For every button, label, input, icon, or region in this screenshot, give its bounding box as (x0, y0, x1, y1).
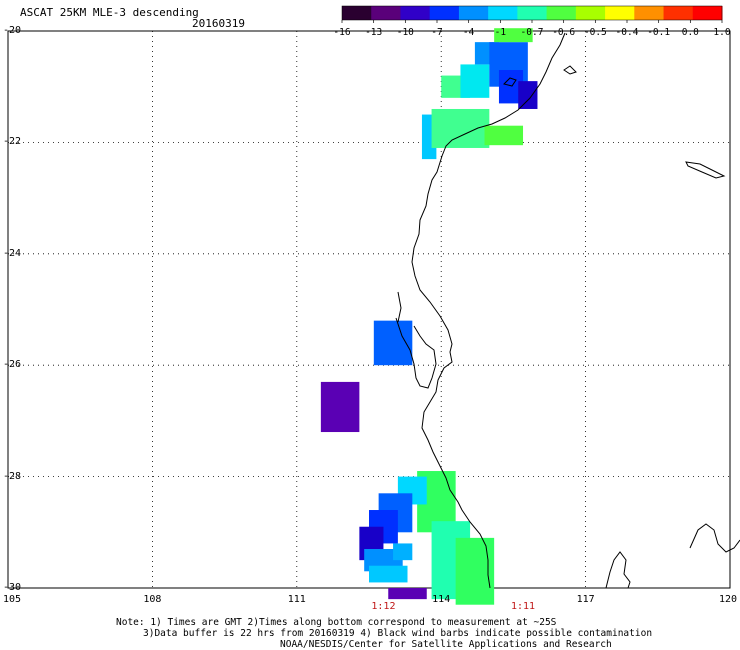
colorbar-label: -0.4 (615, 27, 639, 38)
overpass-time: 1:12 (371, 601, 396, 612)
colorbar-label: -0.1 (647, 27, 671, 38)
mle-cell (494, 28, 533, 43)
colorbar-swatch (663, 6, 694, 20)
x-tick-label: 108 (143, 594, 162, 605)
note-line-1: Note: 1) Times are GMT 2)Times along bot… (116, 617, 557, 628)
mle-cell (460, 64, 490, 98)
y-tick-label: -28 (3, 470, 22, 482)
island-east (685, 161, 726, 179)
mle-cells (320, 28, 538, 605)
colorbar-label: 1.0 (713, 27, 731, 38)
colorbar-label: -0.6 (552, 27, 576, 38)
map-date: 20160319 (192, 17, 245, 30)
mle-cell (393, 543, 413, 561)
x-tick-label: 111 (287, 594, 306, 605)
colorbar-label: -16 (333, 27, 351, 38)
mle-cell (320, 381, 360, 433)
y-tick-label: -20 (3, 25, 22, 36)
x-tick-label: 114 (432, 594, 451, 605)
y-tick-label: -22 (3, 136, 22, 148)
colorbar-swatch (488, 6, 518, 20)
colorbar-swatch (371, 6, 401, 20)
colorbar-label: 0.0 (681, 27, 699, 38)
y-tick-label: -30 (3, 582, 22, 593)
y-tick-label: -24 (3, 247, 22, 259)
mle-cell (518, 81, 538, 109)
colorbar-label: -0.7 (520, 27, 544, 38)
x-tick-label: 120 (718, 594, 738, 605)
colorbar-swatch (429, 6, 460, 20)
colorbar-swatch (546, 6, 577, 20)
y-tick-label: -26 (3, 359, 22, 371)
overpass-time: 1:11 (510, 601, 536, 612)
x-tick-label: 117 (576, 594, 595, 605)
colorbar-swatch (605, 6, 635, 20)
colorbar-swatch (575, 6, 606, 20)
note-line-3: NOAA/NESDIS/Center for Satellite Applica… (280, 639, 612, 650)
colorbar-swatch (692, 6, 723, 20)
map-frame (7, 30, 731, 589)
colorbar-label: -4 (462, 27, 475, 38)
graticule (7, 30, 731, 589)
mle-cell (484, 125, 524, 146)
islands-northwest (503, 65, 577, 87)
colorbar-label: -1 (494, 27, 507, 38)
map-title: ASCAT 25KM MLE-3 descending (20, 6, 199, 19)
mle-cell (388, 588, 427, 600)
colorbar-swatch (517, 6, 548, 20)
note-line-2: 3)Data buffer is 22 hrs from 20160319 4)… (143, 628, 653, 639)
colorbar-label: -0.5 (583, 27, 607, 38)
coastline-southeast (605, 551, 631, 589)
mle-cell (431, 108, 490, 148)
colorbar-label: -7 (431, 27, 443, 38)
coastline-australia (411, 32, 566, 589)
coastline-shark-bay (395, 317, 437, 389)
colorbar-swatch (634, 6, 665, 20)
mle-cell (373, 320, 413, 366)
mle-cell (369, 565, 408, 583)
colorbar (341, 5, 723, 23)
coastline-east-bay (689, 523, 740, 553)
island-dirk-hartog (397, 291, 402, 323)
colorbar-label: -10 (396, 27, 414, 38)
colorbar-swatch (400, 6, 431, 20)
colorbar-swatch (342, 6, 372, 20)
x-tick-label: 105 (2, 594, 22, 605)
coastline (395, 32, 740, 589)
colorbar-label: -13 (365, 27, 383, 38)
colorbar-swatch (458, 6, 489, 20)
